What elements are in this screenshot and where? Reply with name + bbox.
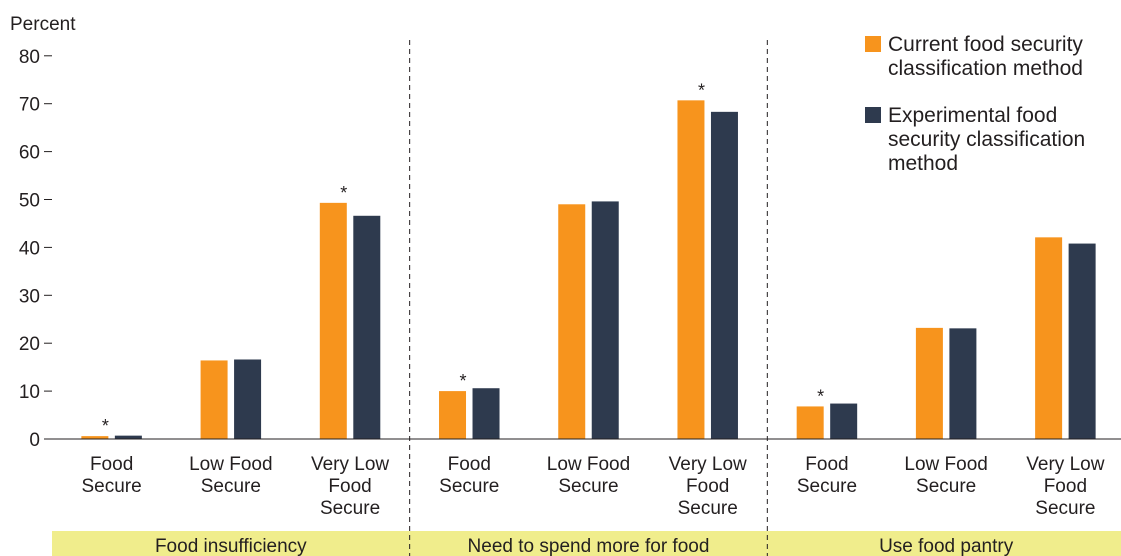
legend: Current food security classification meth…	[865, 33, 1085, 175]
x-category-label-line: Secure	[439, 476, 499, 497]
bar-experimental	[472, 388, 500, 439]
x-category-label-line: Secure	[678, 498, 738, 519]
x-category-label-line: Secure	[320, 498, 380, 519]
x-category-label-line: Very Low	[311, 454, 389, 475]
x-category-label: Low Food Secure	[547, 454, 630, 497]
bar-current	[796, 406, 824, 439]
bar-experimental	[114, 435, 142, 439]
significance-asterisk: *	[102, 416, 109, 436]
bars	[81, 100, 1096, 440]
legend-label: Experimental food security classification…	[888, 104, 1085, 175]
x-category-label-line: Food	[1044, 476, 1087, 497]
legend-label-line: Current food security	[888, 33, 1083, 56]
bar-current	[81, 436, 109, 439]
legend-label-line: security classification	[888, 128, 1085, 151]
x-category-label-line: Food	[90, 454, 133, 475]
significance-markers: * * * * *	[102, 80, 824, 436]
bar-experimental	[830, 403, 858, 439]
x-category-label-line: Secure	[1035, 498, 1095, 519]
x-category-label: Very Low Food Secure	[669, 454, 747, 519]
x-category-label-line: Very Low	[1026, 454, 1104, 475]
legend-label-line: classification method	[888, 57, 1083, 80]
bar-current	[558, 204, 586, 439]
y-tick-label: 0	[29, 430, 40, 451]
legend-label: Current food security classification meth…	[888, 33, 1083, 80]
x-category-label-line: Very Low	[669, 454, 747, 475]
y-tick-label: 70	[19, 95, 40, 116]
x-category-label: Food Secure	[797, 454, 857, 497]
legend-swatch-current	[865, 36, 881, 52]
y-axis-ticks: 0 10 20 30 40 50 60 70 80	[19, 47, 52, 451]
significance-asterisk: *	[460, 371, 467, 391]
x-category-label-line: Secure	[797, 476, 857, 497]
y-tick-label: 60	[19, 143, 40, 164]
x-category-label-line: Food	[805, 454, 848, 475]
group-dividers	[409, 40, 768, 556]
bar-experimental	[353, 215, 381, 439]
significance-asterisk: *	[817, 386, 824, 406]
bar-current	[1035, 237, 1063, 439]
x-category-label-line: Food	[448, 454, 491, 475]
bar-experimental	[1068, 243, 1096, 439]
group-label: Need to spend more for food	[468, 536, 710, 556]
x-category-label: Low Food Secure	[189, 454, 272, 497]
x-category-label-line: Secure	[558, 476, 618, 497]
group-label: Use food pantry	[879, 536, 1014, 556]
y-tick-label: 20	[19, 334, 40, 355]
x-category-label-line: Secure	[82, 476, 142, 497]
x-category-label: Very Low Food Secure	[311, 454, 389, 519]
x-category-label-line: Secure	[916, 476, 976, 497]
x-category-label-line: Low Food	[904, 454, 987, 475]
x-category-label: Very Low Food Secure	[1026, 454, 1104, 519]
significance-asterisk: *	[340, 183, 347, 203]
group-label-band	[52, 531, 410, 556]
x-category-label: Low Food Secure	[904, 454, 987, 497]
y-tick-label: 30	[19, 286, 40, 307]
legend-label-line: method	[888, 152, 958, 175]
y-axis-label: Percent	[10, 14, 76, 35]
legend-swatch-experimental	[865, 107, 881, 123]
y-tick-label: 50	[19, 191, 40, 212]
x-category-label-line: Low Food	[547, 454, 630, 475]
bar-current	[915, 327, 943, 439]
bar-current	[677, 100, 705, 440]
bar-current	[439, 391, 467, 439]
x-category-label-line: Low Food	[189, 454, 272, 475]
bar-experimental	[949, 328, 977, 439]
y-tick-label: 80	[19, 47, 40, 68]
bar-current	[200, 360, 228, 439]
bar-experimental	[234, 359, 262, 439]
significance-asterisk: *	[698, 80, 705, 100]
group-label-bands: Food insufficiency Need to spend more for…	[52, 531, 1121, 556]
group-label-band	[767, 531, 1121, 556]
bar-experimental	[710, 111, 738, 439]
bar-experimental	[591, 201, 619, 439]
group-label-band	[409, 531, 768, 556]
x-category-label: Food Secure	[439, 454, 499, 497]
x-category-label-line: Food	[328, 476, 371, 497]
y-tick-label: 10	[19, 382, 40, 403]
legend-label-line: Experimental food	[888, 104, 1057, 127]
y-tick-label: 40	[19, 238, 40, 259]
bar-current	[319, 202, 347, 439]
group-label: Food insufficiency	[155, 536, 307, 556]
x-category-label-line: Secure	[201, 476, 261, 497]
x-category-label-line: Food	[686, 476, 729, 497]
x-category-label: Food Secure	[82, 454, 142, 497]
